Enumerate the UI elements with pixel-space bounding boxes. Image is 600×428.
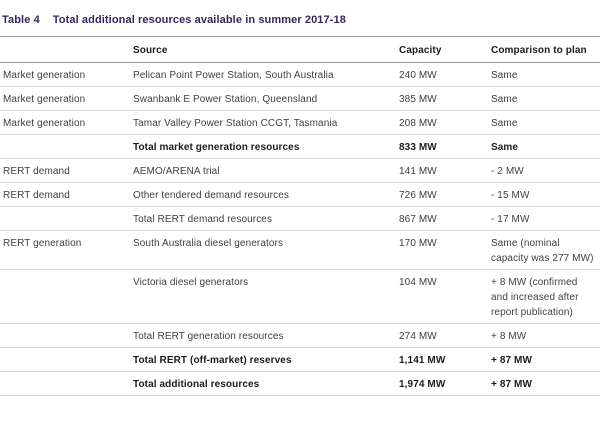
- cell-category: [0, 347, 133, 372]
- header-row: Source Capacity Comparison to plan: [0, 36, 600, 63]
- table-row: Total RERT generation resources 274 MW + 8…: [0, 323, 600, 348]
- total-row: Total additional resources 1,974 MW + 87 M…: [0, 371, 600, 396]
- table-row: Market generation Swanbank E Power Statio…: [0, 86, 600, 111]
- cell-comparison: + 87 MW: [491, 371, 600, 396]
- header-category-blank: [0, 36, 133, 63]
- resources-table: Source Capacity Comparison to plan Marke…: [0, 36, 600, 396]
- cell-source: Total RERT demand resources: [133, 206, 399, 231]
- table-row: RERT demand Other tendered demand resourc…: [0, 182, 600, 207]
- cell-capacity: 104 MW: [399, 269, 491, 324]
- cell-capacity: 208 MW: [399, 110, 491, 135]
- cell-source: South Australia diesel generators: [133, 230, 399, 270]
- cell-comparison: - 2 MW: [491, 158, 600, 183]
- total-row: Total market generation resources 833 MW S…: [0, 134, 600, 159]
- table-number-label: Table 4: [2, 14, 40, 26]
- header-source: Source: [133, 36, 399, 63]
- cell-comparison: Same: [491, 110, 600, 135]
- cell-category: RERT demand: [0, 158, 133, 183]
- total-row: Total RERT (off-market) reserves 1,141 MW…: [0, 347, 600, 372]
- cell-capacity: 1,141 MW: [399, 347, 491, 372]
- table-row: Market generation Pelican Point Power Sta…: [0, 62, 600, 87]
- cell-category: [0, 134, 133, 159]
- cell-source: Victoria diesel generators: [133, 269, 399, 324]
- cell-capacity: 385 MW: [399, 86, 491, 111]
- cell-capacity: 141 MW: [399, 158, 491, 183]
- cell-capacity: 274 MW: [399, 323, 491, 348]
- cell-capacity: 1,974 MW: [399, 371, 491, 396]
- cell-comparison: - 15 MW: [491, 182, 600, 207]
- cell-capacity: 240 MW: [399, 62, 491, 87]
- cell-source: AEMO/ARENA trial: [133, 158, 399, 183]
- cell-category: [0, 269, 133, 324]
- cell-comparison: + 87 MW: [491, 347, 600, 372]
- cell-source: Total RERT generation resources: [133, 323, 399, 348]
- header-comparison: Comparison to plan: [491, 36, 600, 63]
- cell-category: [0, 323, 133, 348]
- cell-comparison: + 8 MW: [491, 323, 600, 348]
- table-row: RERT demand AEMO/ARENA trial 141 MW - 2 MW: [0, 158, 600, 183]
- cell-comparison: Same: [491, 86, 600, 111]
- cell-category: Market generation: [0, 110, 133, 135]
- cell-capacity: 867 MW: [399, 206, 491, 231]
- cell-capacity: 833 MW: [399, 134, 491, 159]
- cell-source: Total additional resources: [133, 371, 399, 396]
- cell-category: RERT demand: [0, 182, 133, 207]
- table-row: Market generation Tamar Valley Power Stat…: [0, 110, 600, 135]
- header-capacity: Capacity: [399, 36, 491, 63]
- cell-category: [0, 206, 133, 231]
- cell-capacity: 170 MW: [399, 230, 491, 270]
- cell-comparison: - 17 MW: [491, 206, 600, 231]
- cell-comparison: Same: [491, 62, 600, 87]
- cell-category: Market generation: [0, 86, 133, 111]
- cell-comparison: Same: [491, 134, 600, 159]
- cell-source: Total RERT (off-market) reserves: [133, 347, 399, 372]
- cell-source: Other tendered demand resources: [133, 182, 399, 207]
- cell-comparison: Same (nominal capacity was 277 MW): [491, 230, 600, 270]
- cell-source: Tamar Valley Power Station CCGT, Tasmani…: [133, 110, 399, 135]
- table-row: Total RERT demand resources 867 MW - 17 MW: [0, 206, 600, 231]
- cell-source: Pelican Point Power Station, South Austr…: [133, 62, 399, 87]
- table-caption: Total additional resources available in …: [52, 14, 346, 26]
- cell-source: Swanbank E Power Station, Queensland: [133, 86, 399, 111]
- cell-category: RERT generation: [0, 230, 133, 270]
- cell-source: Total market generation resources: [133, 134, 399, 159]
- cell-category: [0, 371, 133, 396]
- table-row: Victoria diesel generators 104 MW + 8 MW (…: [0, 269, 600, 324]
- table-title: Table 4 Total additional resources availa…: [2, 13, 600, 27]
- cell-comparison: + 8 MW (confirmed and increased after re…: [491, 269, 600, 324]
- cell-category: Market generation: [0, 62, 133, 87]
- table-row: RERT generation South Australia diesel ge…: [0, 230, 600, 270]
- cell-capacity: 726 MW: [399, 182, 491, 207]
